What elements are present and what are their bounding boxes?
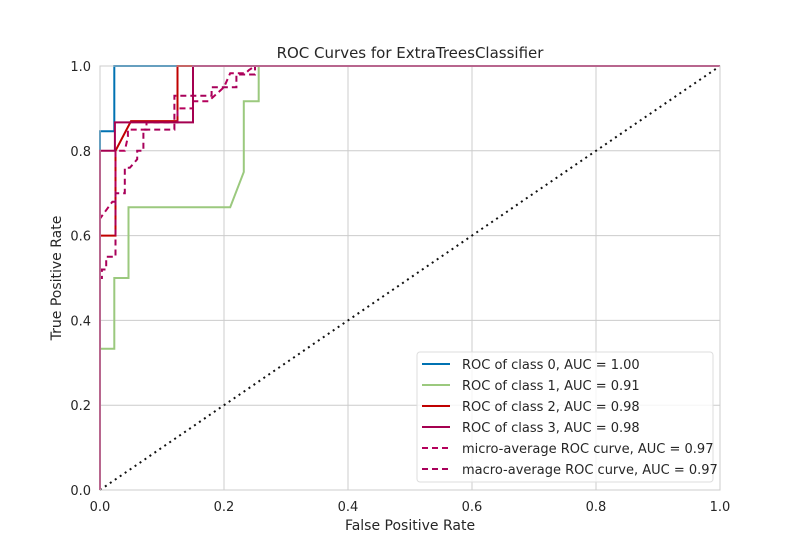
y-tick-label: 0.0	[70, 484, 91, 499]
legend-entry-label: ROC of class 1, AUC = 0.91	[462, 379, 640, 394]
roc-series-line-2	[99, 65, 720, 490]
diagonal-reference-line	[99, 65, 721, 491]
x-tick-label: 0.2	[214, 500, 235, 515]
roc-series-line-5	[99, 65, 720, 490]
tick-labels: 0.0 0.2 0.4 0.6 0.8 1.0 0.0 0.2 0.4 0.6 0.8 1.0	[70, 60, 730, 515]
x-tick-label: 0.4	[338, 500, 359, 515]
y-tick-label: 0.6	[70, 230, 91, 245]
y-axis-label: True Positive Rate	[49, 216, 65, 342]
x-tick-label: 1.0	[710, 500, 731, 515]
roc-series-line-1	[99, 65, 720, 490]
legend-box	[416, 351, 714, 483]
x-axis-label: False Positive Rate	[345, 518, 475, 534]
legend-entry-label: macro-average ROC curve, AUC = 0.97	[462, 463, 718, 478]
y-tick-label: 0.8	[70, 145, 91, 160]
plot-frame	[99, 65, 721, 491]
y-tick-label: 0.2	[70, 399, 91, 414]
legend-entry-label: ROC of class 0, AUC = 1.00	[462, 358, 640, 373]
x-tick-label: 0.6	[462, 500, 483, 515]
x-tick-label: 0.8	[586, 500, 607, 515]
legend-entry-label: ROC of class 3, AUC = 0.98	[462, 421, 640, 436]
legend: ROC of class 0, AUC = 1.00 ROC of class 1…	[416, 351, 718, 483]
chart-title: ROC Curves for ExtraTreesClassifier	[277, 44, 545, 62]
y-tick-label: 1.0	[70, 60, 91, 75]
legend-entry-label: ROC of class 2, AUC = 0.98	[462, 400, 640, 415]
legend-entry-label: micro-average ROC curve, AUC = 0.97	[462, 442, 713, 457]
y-tick-label: 0.4	[70, 314, 91, 329]
x-tick-label: 0.0	[90, 500, 111, 515]
